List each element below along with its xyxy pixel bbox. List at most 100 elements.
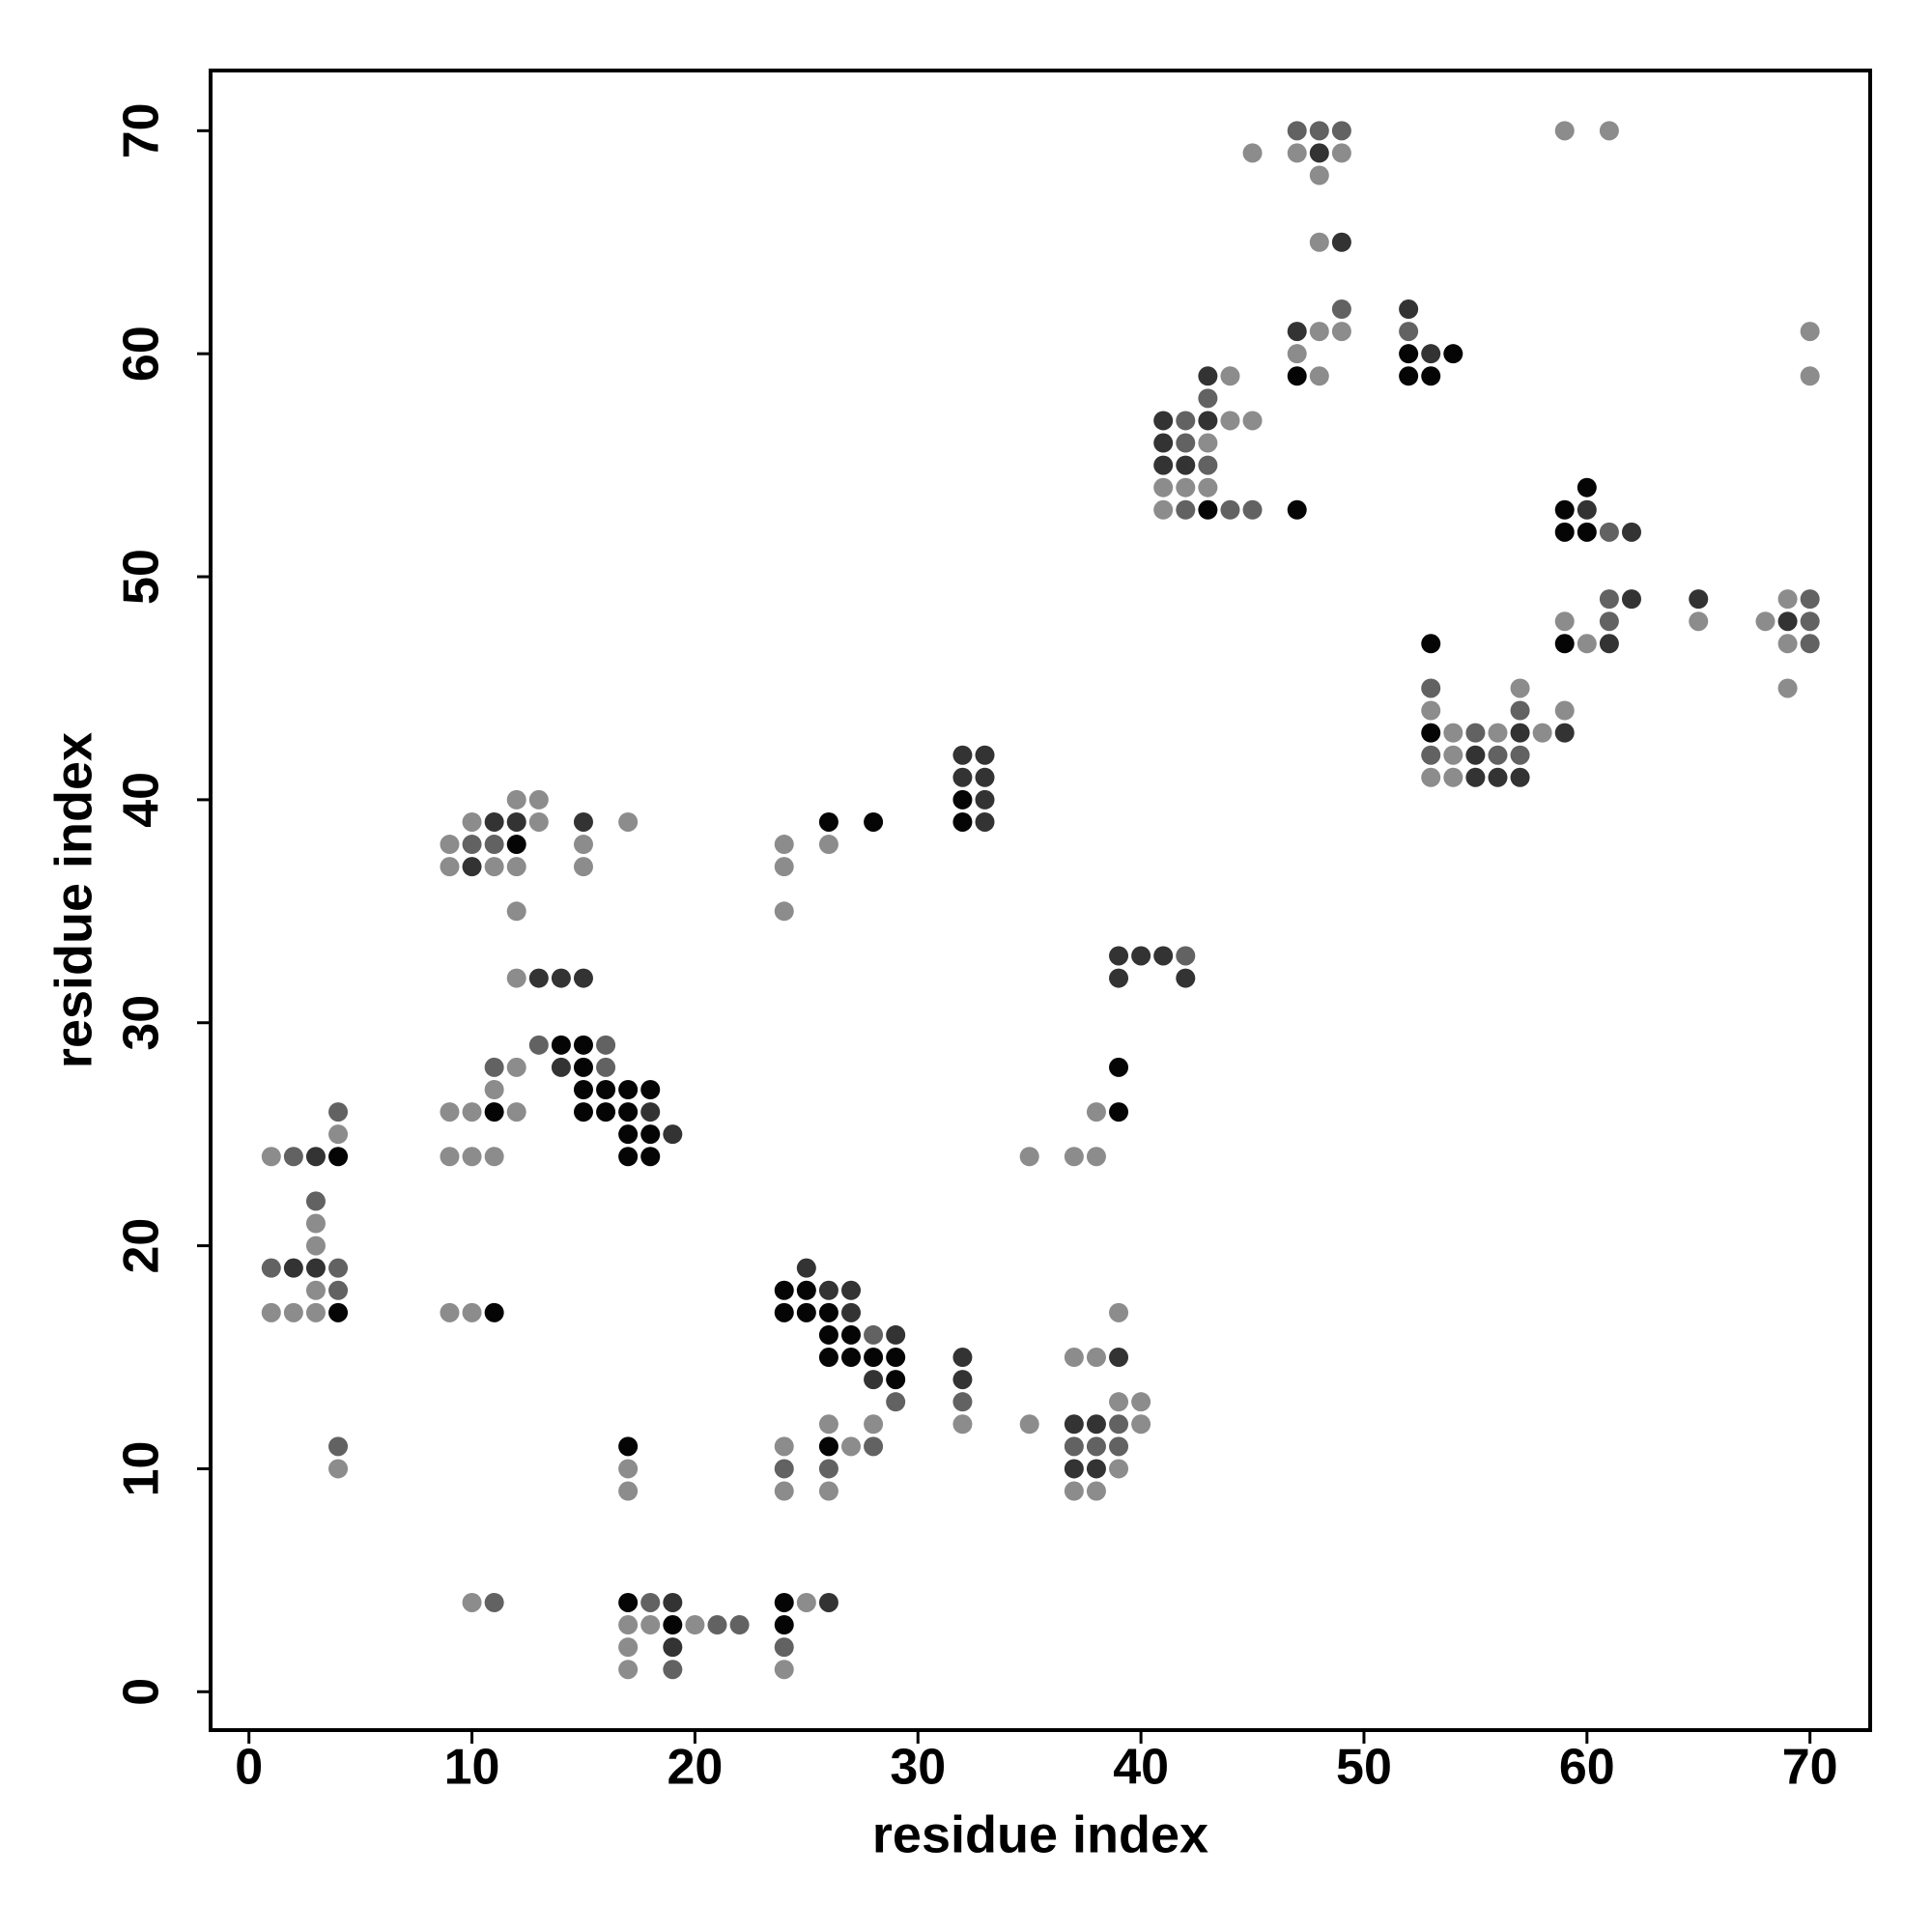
- contact-point: [1331, 143, 1351, 163]
- contact-point: [462, 1302, 482, 1322]
- contact-point: [551, 1057, 571, 1077]
- contact-point: [618, 1660, 639, 1680]
- contact-point: [1443, 723, 1463, 743]
- x-tick-label: 60: [1559, 1740, 1615, 1796]
- contact-point: [1577, 499, 1597, 520]
- contact-point: [1309, 232, 1329, 252]
- contact-point: [774, 1280, 794, 1300]
- contact-point: [952, 1348, 973, 1368]
- contact-point: [1777, 634, 1798, 654]
- contact-point: [1176, 411, 1196, 431]
- contact-point: [484, 1057, 504, 1077]
- contact-point: [1554, 634, 1575, 654]
- contact-point: [1421, 366, 1441, 386]
- contact-point: [1399, 322, 1419, 342]
- contact-point: [1309, 366, 1329, 386]
- contact-point: [1064, 1348, 1084, 1368]
- contact-point: [952, 767, 973, 787]
- contact-point: [952, 1414, 973, 1435]
- contact-point: [506, 835, 526, 855]
- contact-point: [864, 1348, 884, 1368]
- contact-point: [528, 811, 549, 832]
- contact-point: [1086, 1414, 1106, 1435]
- contact-point: [1198, 411, 1218, 431]
- contact-point: [975, 811, 995, 832]
- contact-point: [1109, 1102, 1129, 1122]
- contact-point: [774, 901, 794, 922]
- contact-point: [1176, 499, 1196, 520]
- contact-point: [1331, 121, 1351, 141]
- contact-point: [528, 968, 549, 988]
- contact-point: [551, 1035, 571, 1055]
- contact-point: [1777, 589, 1798, 610]
- contact-point: [573, 968, 593, 988]
- contact-point: [328, 1459, 349, 1479]
- x-tick-label: 0: [235, 1740, 263, 1796]
- contact-point: [1019, 1147, 1039, 1167]
- contact-point: [1131, 1392, 1151, 1412]
- contact-point: [1443, 745, 1463, 765]
- contact-point: [1109, 1348, 1129, 1368]
- contact-point: [1086, 1102, 1106, 1122]
- contact-point: [952, 789, 973, 810]
- contact-point: [618, 1436, 639, 1457]
- contact-point: [1176, 968, 1196, 988]
- contact-point: [573, 1057, 593, 1077]
- contact-point: [1443, 767, 1463, 787]
- contact-point: [618, 1079, 639, 1099]
- contact-point: [440, 1302, 460, 1322]
- contact-point: [1331, 322, 1351, 342]
- x-tick-label: 40: [1113, 1740, 1169, 1796]
- contact-point: [818, 1414, 838, 1435]
- contact-point: [261, 1258, 281, 1278]
- contact-point: [685, 1615, 705, 1635]
- contact-point: [774, 1660, 794, 1680]
- contact-point: [1421, 723, 1441, 743]
- contact-point: [440, 857, 460, 877]
- contact-point: [640, 1079, 661, 1099]
- contact-point: [1800, 366, 1820, 386]
- contact-point: [1554, 700, 1575, 721]
- contact-point: [1064, 1147, 1084, 1167]
- contact-point: [573, 1079, 593, 1099]
- contact-point: [818, 1481, 838, 1501]
- contact-point: [484, 835, 504, 855]
- contact-point: [618, 1124, 639, 1145]
- contact-point: [1086, 1436, 1106, 1457]
- contact-point: [1554, 522, 1575, 542]
- contact-point: [1198, 455, 1218, 475]
- contact-point: [774, 1459, 794, 1479]
- contact-point: [1198, 388, 1218, 409]
- x-axis-title: residue index: [872, 1805, 1208, 1863]
- contact-point: [663, 1660, 683, 1680]
- contact-point: [1510, 767, 1530, 787]
- contact-point: [1176, 946, 1196, 966]
- contact-point: [640, 1592, 661, 1612]
- contact-point: [975, 745, 995, 765]
- contact-point: [462, 1147, 482, 1167]
- contact-point: [1510, 678, 1530, 698]
- contact-point: [328, 1436, 349, 1457]
- contact-point: [618, 1102, 639, 1122]
- y-tick-label: 50: [114, 549, 170, 605]
- contact-point: [886, 1348, 906, 1368]
- contact-point: [1309, 165, 1329, 185]
- contact-point: [506, 857, 526, 877]
- contact-point: [1443, 344, 1463, 364]
- contact-point: [1287, 344, 1307, 364]
- contact-point: [1510, 700, 1530, 721]
- contact-point: [596, 1102, 616, 1122]
- contact-point: [506, 901, 526, 922]
- contact-point: [1198, 366, 1218, 386]
- contact-point: [975, 767, 995, 787]
- contact-point: [1220, 499, 1240, 520]
- contact-point: [1086, 1348, 1106, 1368]
- contact-point: [1109, 1302, 1129, 1322]
- contact-point: [818, 1459, 838, 1479]
- contact-point: [1800, 634, 1820, 654]
- contact-point: [1153, 946, 1174, 966]
- contact-point: [796, 1280, 816, 1300]
- contact-point: [596, 1079, 616, 1099]
- contact-point: [841, 1348, 862, 1368]
- contact-point: [1242, 499, 1263, 520]
